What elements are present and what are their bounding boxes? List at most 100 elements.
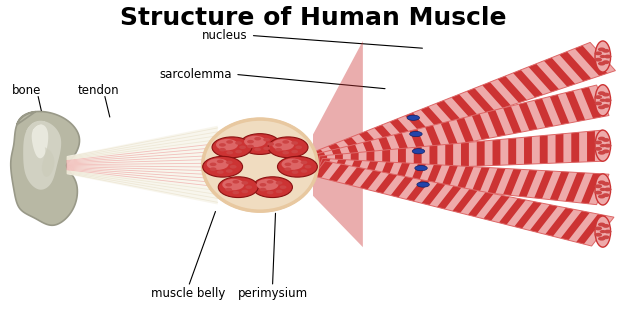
- Text: perimysium: perimysium: [237, 287, 307, 300]
- Circle shape: [257, 179, 279, 190]
- Polygon shape: [366, 151, 374, 170]
- Circle shape: [254, 137, 261, 141]
- Ellipse shape: [595, 216, 610, 247]
- Circle shape: [225, 188, 232, 191]
- Polygon shape: [316, 158, 331, 175]
- Circle shape: [282, 140, 289, 144]
- Circle shape: [242, 181, 249, 185]
- Circle shape: [272, 139, 294, 150]
- Circle shape: [217, 160, 223, 163]
- Polygon shape: [508, 138, 516, 165]
- Circle shape: [242, 190, 249, 193]
- Circle shape: [247, 145, 254, 148]
- Polygon shape: [581, 173, 601, 204]
- Circle shape: [252, 177, 292, 198]
- Circle shape: [598, 47, 605, 51]
- Polygon shape: [518, 102, 537, 130]
- Text: sarcolemma: sarcolemma: [160, 68, 232, 81]
- Circle shape: [244, 136, 266, 147]
- Circle shape: [300, 161, 307, 164]
- Circle shape: [222, 179, 244, 190]
- Circle shape: [602, 182, 610, 186]
- Circle shape: [602, 138, 610, 142]
- Circle shape: [275, 143, 282, 147]
- Circle shape: [210, 167, 217, 171]
- Polygon shape: [472, 114, 490, 140]
- Polygon shape: [513, 70, 543, 97]
- Polygon shape: [382, 149, 390, 170]
- Polygon shape: [313, 41, 363, 247]
- Polygon shape: [528, 64, 559, 92]
- Circle shape: [292, 160, 299, 163]
- Polygon shape: [32, 125, 48, 158]
- Polygon shape: [503, 106, 521, 134]
- Polygon shape: [441, 121, 458, 146]
- Circle shape: [240, 134, 280, 154]
- Circle shape: [291, 141, 298, 145]
- Circle shape: [275, 190, 282, 193]
- Circle shape: [267, 142, 274, 146]
- Polygon shape: [503, 169, 521, 195]
- Circle shape: [295, 146, 302, 149]
- Circle shape: [263, 146, 270, 150]
- Circle shape: [232, 180, 239, 183]
- Polygon shape: [378, 137, 394, 158]
- Polygon shape: [391, 177, 413, 198]
- Polygon shape: [347, 160, 362, 179]
- Circle shape: [226, 161, 233, 164]
- Circle shape: [210, 163, 217, 166]
- Circle shape: [595, 95, 602, 99]
- Circle shape: [232, 191, 239, 194]
- Circle shape: [254, 147, 261, 151]
- Polygon shape: [425, 164, 442, 187]
- Circle shape: [203, 156, 243, 177]
- Polygon shape: [451, 94, 479, 119]
- Circle shape: [267, 180, 274, 183]
- Text: myofibril: myofibril: [550, 149, 602, 162]
- Circle shape: [300, 169, 307, 173]
- Circle shape: [598, 195, 605, 198]
- Circle shape: [242, 190, 249, 193]
- Circle shape: [598, 62, 605, 65]
- Polygon shape: [329, 164, 349, 182]
- Text: tendon: tendon: [77, 84, 119, 97]
- Ellipse shape: [407, 115, 419, 120]
- Circle shape: [291, 150, 298, 153]
- Polygon shape: [375, 173, 398, 194]
- Polygon shape: [575, 45, 607, 76]
- Ellipse shape: [415, 165, 428, 171]
- Circle shape: [257, 143, 263, 146]
- Polygon shape: [467, 88, 495, 113]
- Polygon shape: [344, 167, 365, 186]
- Polygon shape: [572, 132, 579, 163]
- Circle shape: [232, 180, 239, 183]
- Circle shape: [292, 170, 299, 174]
- Circle shape: [267, 142, 274, 146]
- Text: muscle belly: muscle belly: [151, 287, 225, 300]
- Circle shape: [235, 141, 242, 145]
- Circle shape: [292, 170, 299, 174]
- Circle shape: [275, 143, 282, 147]
- Circle shape: [207, 159, 228, 170]
- Polygon shape: [316, 85, 609, 170]
- Circle shape: [217, 170, 223, 174]
- Circle shape: [263, 138, 270, 142]
- Circle shape: [216, 139, 238, 150]
- Circle shape: [300, 161, 307, 164]
- Circle shape: [284, 163, 291, 166]
- Circle shape: [230, 165, 237, 168]
- Circle shape: [226, 169, 233, 173]
- Circle shape: [226, 169, 233, 173]
- Circle shape: [291, 150, 298, 153]
- Circle shape: [218, 177, 258, 198]
- Polygon shape: [441, 165, 458, 189]
- Polygon shape: [436, 100, 463, 124]
- Circle shape: [284, 167, 291, 171]
- Polygon shape: [359, 131, 382, 151]
- Circle shape: [226, 151, 233, 154]
- Polygon shape: [314, 161, 614, 246]
- Circle shape: [226, 140, 233, 144]
- Polygon shape: [414, 147, 422, 169]
- Polygon shape: [405, 112, 431, 135]
- Polygon shape: [445, 144, 453, 167]
